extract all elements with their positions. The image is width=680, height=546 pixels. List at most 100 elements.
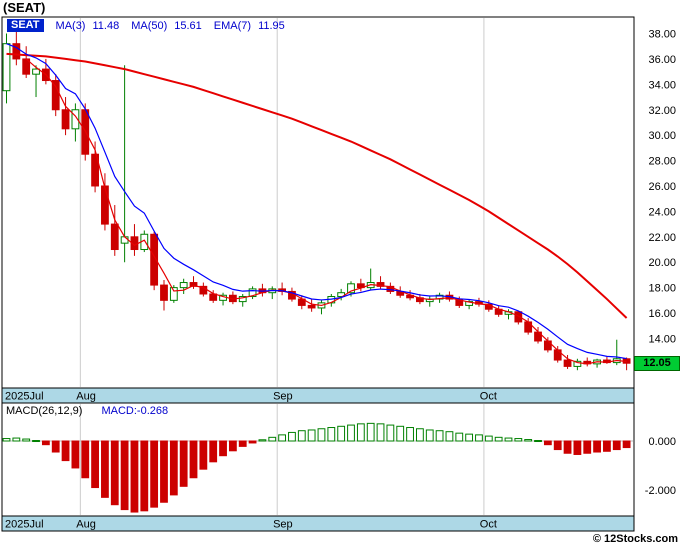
- macd-params-label: MACD(26,12,9): [6, 405, 83, 417]
- macd-bar: [465, 433, 474, 442]
- macd-bar: [563, 440, 572, 454]
- candle-body: [563, 359, 572, 367]
- month-label: Aug: [76, 519, 96, 531]
- macd-bar: [130, 440, 139, 513]
- macd-bar: [406, 427, 414, 442]
- macd-bar: [169, 440, 178, 496]
- candle-body: [120, 236, 129, 244]
- macd-bar: [81, 440, 90, 479]
- macd-bar: [317, 428, 326, 442]
- macd-bar: [553, 440, 562, 451]
- month-label: Oct: [480, 391, 497, 403]
- candle-body: [553, 349, 562, 361]
- price-tick-label: 30.00: [648, 130, 676, 142]
- macd-bar: [484, 435, 493, 442]
- price-tick-label: 28.00: [648, 156, 676, 168]
- ema7-line: [6, 43, 627, 360]
- candle-body: [376, 282, 385, 287]
- candle-body: [514, 311, 523, 323]
- macd-bar: [258, 439, 267, 442]
- candle-body: [71, 109, 80, 130]
- candle-body: [91, 153, 99, 187]
- month-label: Aug: [76, 391, 96, 403]
- macd-bar: [160, 440, 168, 503]
- macd-bar: [189, 440, 198, 479]
- macd-bar: [150, 440, 159, 508]
- macd-bar: [494, 436, 503, 442]
- macd-bar: [455, 432, 464, 442]
- macd-bar: [71, 440, 80, 469]
- month-label: Sep: [273, 519, 293, 531]
- ma3-line: [25, 58, 627, 365]
- macd-bar: [356, 423, 365, 442]
- month-label: 2025Jul: [5, 519, 44, 531]
- ma50-line: [6, 52, 628, 319]
- macd-bar: [219, 440, 227, 457]
- candle-body: [110, 223, 119, 251]
- macd-bar: [593, 440, 601, 453]
- macd-bar: [12, 437, 21, 442]
- candle-body: [32, 68, 40, 75]
- macd-bar: [41, 440, 50, 446]
- price-tick-label: 24.00: [648, 206, 676, 218]
- ema7-label: EMA(7): [213, 19, 252, 32]
- price-tick-label: 20.00: [648, 257, 676, 269]
- macd-bar: [61, 440, 70, 462]
- macd-bar: [297, 430, 306, 442]
- month-label: 2025Jul: [5, 391, 44, 403]
- candle-body: [12, 43, 21, 60]
- month-label: Oct: [480, 519, 497, 531]
- candle-body: [160, 284, 168, 301]
- macd-bar: [327, 427, 336, 442]
- macd-bar: [573, 440, 582, 455]
- date-axis-band: [1, 515, 635, 532]
- macd-bar: [543, 440, 552, 446]
- macd-tick-label: 0.000: [648, 436, 676, 448]
- candle-body: [573, 360, 582, 367]
- macd-bar: [248, 440, 257, 444]
- macd-bar: [228, 440, 237, 452]
- macd-bar: [179, 440, 188, 487]
- current-price-badge: 12.05: [634, 356, 680, 371]
- candle-body: [543, 340, 552, 351]
- macd-bar: [475, 434, 483, 442]
- macd-bar: [238, 440, 247, 447]
- candle-body: [347, 283, 355, 294]
- macd-bar: [504, 437, 513, 442]
- macd-bar: [268, 436, 277, 442]
- ma3-label: MA(3): [55, 19, 86, 32]
- month-label: Sep: [273, 391, 293, 403]
- price-tick-label: 14.00: [648, 333, 676, 345]
- candle-body: [189, 282, 198, 287]
- candle-body: [248, 288, 257, 298]
- candle-body: [51, 80, 60, 111]
- candle-body: [209, 293, 218, 301]
- price-tick-label: 36.00: [648, 54, 676, 66]
- price-tick-label: 22.00: [648, 232, 676, 244]
- price-tick-label: 38.00: [648, 29, 676, 41]
- macd-bar: [209, 440, 218, 463]
- price-tick-label: 16.00: [648, 308, 676, 320]
- macd-header: MACD(26,12,9) MACD:-0.268: [6, 405, 168, 417]
- macd-bar: [612, 440, 621, 451]
- candle-body: [169, 287, 178, 301]
- macd-bar: [376, 423, 385, 442]
- macd-bar: [140, 440, 149, 512]
- price-tick-label: 32.00: [648, 105, 676, 117]
- macd-bar: [514, 438, 523, 442]
- candle-body: [150, 233, 159, 286]
- macd-bar: [425, 429, 434, 442]
- price-tick-label: 18.00: [648, 283, 676, 295]
- watermark-link[interactable]: © 12Stocks.com: [592, 533, 678, 545]
- macd-bar: [435, 430, 444, 442]
- macd-bar: [2, 438, 11, 442]
- macd-bar: [366, 422, 375, 442]
- macd-bar: [22, 438, 31, 442]
- macd-bar: [199, 440, 208, 470]
- macd-bar: [32, 440, 40, 443]
- macd-bar: [101, 440, 109, 498]
- macd-bar: [445, 431, 454, 442]
- macd-bar: [110, 440, 119, 506]
